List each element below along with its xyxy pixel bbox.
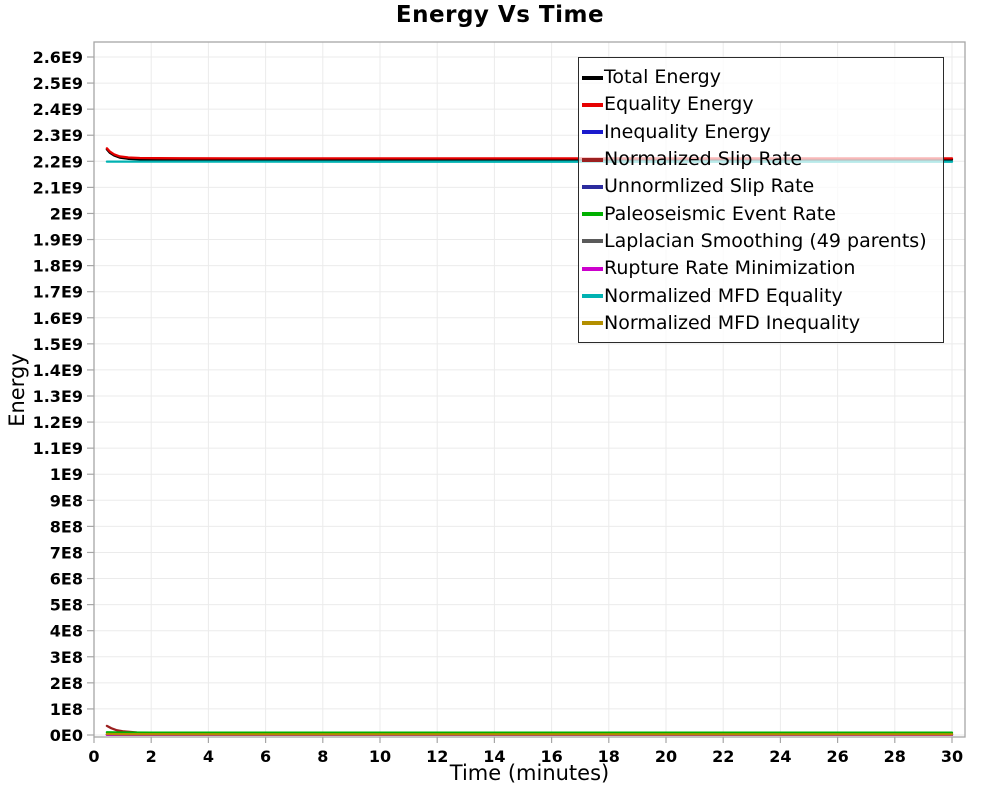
legend-label: Normalized Slip Rate — [604, 148, 803, 171]
y-tick-label: 1.8E9 — [33, 257, 83, 276]
legend-swatch-line-icon — [582, 102, 603, 107]
legend-item: Normalized MFD Inequality — [582, 310, 943, 337]
legend-swatch-line-icon — [582, 75, 603, 80]
x-tick-label: 30 — [941, 747, 963, 766]
x-tick-label: 20 — [655, 747, 677, 766]
legend-label: Unnormlized Slip Rate — [604, 175, 815, 198]
legend-item: Inequality Energy — [582, 119, 943, 146]
y-tick-label: 1.7E9 — [33, 283, 83, 302]
legend-swatch-line-icon — [582, 321, 603, 326]
x-tick-label: 18 — [598, 747, 620, 766]
legend-swatch-line-icon — [582, 212, 603, 217]
legend: Total Energy Equality Energy Inequality En… — [578, 57, 944, 343]
x-axis-title: Time (minutes) — [449, 761, 610, 785]
y-tick-label: 9E8 — [50, 491, 83, 510]
legend-item: Total Energy — [582, 64, 943, 91]
x-tick-label: 12 — [426, 747, 448, 766]
x-tick-label: 16 — [540, 747, 562, 766]
legend-label: Total Energy — [604, 66, 721, 89]
y-tick-label: 7E8 — [50, 543, 83, 562]
x-tick-label: 14 — [483, 747, 505, 766]
y-tick-label: 5E8 — [50, 596, 83, 615]
legend-label: Laplacian Smoothing (49 parents) — [604, 229, 927, 252]
series-equality-energy — [105, 147, 954, 160]
legend-item: Unnormlized Slip Rate — [582, 173, 943, 200]
legend-item: Normalized MFD Equality — [582, 282, 943, 309]
y-tick-label: 1.9E9 — [33, 231, 83, 250]
y-tick-label: 1.6E9 — [33, 309, 83, 328]
y-tick-label: 1E8 — [50, 700, 83, 719]
chart-title: Energy Vs Time — [395, 2, 605, 28]
legend-label: Paleoseismic Event Rate — [604, 202, 836, 225]
legend-label: Inequality Energy — [604, 120, 771, 143]
legend-swatch-line-icon — [582, 157, 603, 162]
y-tick-label: 2.6E9 — [33, 48, 83, 67]
y-tick-label: 4E8 — [50, 622, 83, 641]
legend-swatch-line-icon — [582, 294, 603, 299]
legend-label: Rupture Rate Minimization — [604, 257, 856, 280]
legend-swatch-line-icon — [582, 184, 603, 189]
y-tick-label: 1E9 — [50, 465, 83, 484]
y-tick-label: 2.1E9 — [33, 178, 83, 197]
y-tick-label: 2.2E9 — [33, 152, 83, 171]
y-tick-label: 2.4E9 — [33, 100, 83, 119]
x-tick-label: 24 — [769, 747, 791, 766]
legend-swatch-line-icon — [582, 130, 603, 135]
x-tick-label: 22 — [712, 747, 734, 766]
legend-swatch-line-icon — [582, 266, 603, 271]
legend-label: Normalized MFD Inequality — [604, 311, 861, 334]
x-tick-label: 2 — [146, 747, 157, 766]
y-tick-label: 1.2E9 — [33, 413, 83, 432]
x-tick-label: 8 — [317, 747, 328, 766]
y-tick-label: 2.3E9 — [33, 126, 83, 145]
y-tick-label: 6E8 — [50, 570, 83, 589]
legend-item: Normalized Slip Rate — [582, 146, 943, 173]
y-tick-label: 8E8 — [50, 517, 83, 536]
plot-frame — [93, 41, 966, 738]
legend-label: Normalized MFD Equality — [604, 284, 843, 307]
y-axis-title: Energy — [5, 353, 29, 427]
y-tick-label: 2E9 — [50, 204, 83, 223]
y-tick-label: 1.5E9 — [33, 335, 83, 354]
x-tick-label: 28 — [884, 747, 906, 766]
y-tick-label: 3E8 — [50, 648, 83, 667]
legend-item: Laplacian Smoothing (49 parents) — [582, 228, 943, 255]
x-tick-label: 0 — [88, 747, 99, 766]
y-tick-label: 2E8 — [50, 674, 83, 693]
legend-item: Paleoseismic Event Rate — [582, 200, 943, 227]
x-tick-label: 10 — [369, 747, 391, 766]
y-tick-label: 1.3E9 — [33, 387, 83, 406]
x-tick-label: 4 — [203, 747, 214, 766]
legend-swatch-line-icon — [582, 239, 603, 244]
legend-label: Equality Energy — [604, 93, 754, 116]
x-tick-label: 26 — [826, 747, 848, 766]
y-tick-label: 0E0 — [50, 726, 83, 745]
y-tick-label: 2.5E9 — [33, 74, 83, 93]
legend-item: Rupture Rate Minimization — [582, 255, 943, 282]
x-tick-label: 6 — [260, 747, 271, 766]
y-tick-label: 1.4E9 — [33, 361, 83, 380]
y-tick-label: 1.1E9 — [33, 439, 83, 458]
legend-item: Equality Energy — [582, 91, 943, 118]
